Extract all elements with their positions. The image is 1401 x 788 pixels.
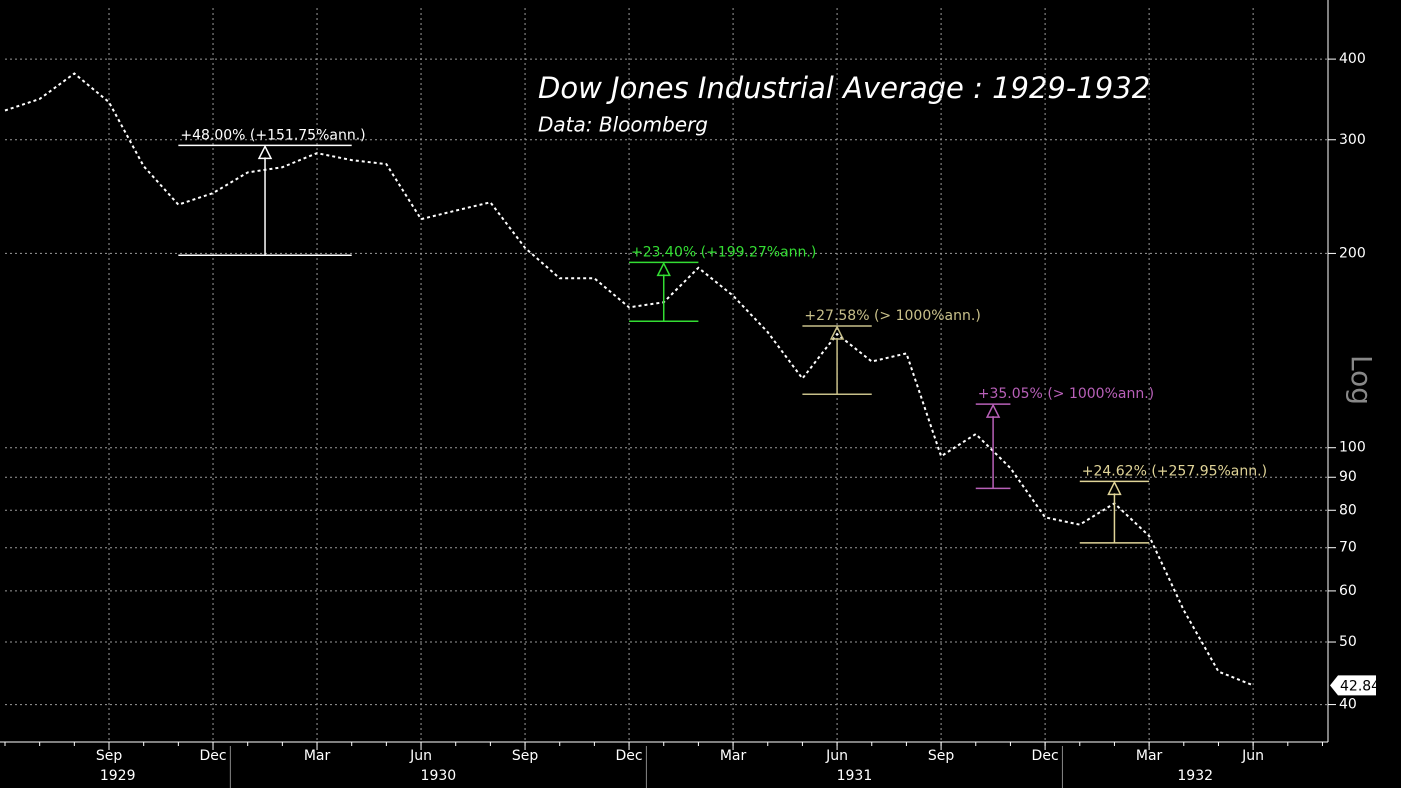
rally-arrowhead xyxy=(1107,480,1122,496)
x-tick-label: Sep xyxy=(928,748,955,764)
rally-label: +27.58% (> 1000%ann.) xyxy=(804,308,980,324)
y-tick-label: 200 xyxy=(1339,245,1366,261)
x-tick-label: Mar xyxy=(1136,748,1163,764)
x-tick-label: Mar xyxy=(720,748,747,764)
y-axis-label: Log xyxy=(1345,355,1378,405)
y-tick-label: 50 xyxy=(1339,634,1357,650)
y-tick-label: 70 xyxy=(1339,540,1357,556)
rally-label: +24.62% (+257.95%ann.) xyxy=(1082,463,1267,479)
y-tick-label: 400 xyxy=(1339,51,1366,67)
rally-label: +23.40% (+199.27%ann.) xyxy=(631,244,816,260)
chart-title: Dow Jones Industrial Average : 1929-1932 xyxy=(538,71,1150,105)
year-label: 1932 xyxy=(1177,768,1213,784)
y-tick-label: 40 xyxy=(1339,697,1357,713)
last-value-label: 42.84 xyxy=(1340,678,1380,694)
rally-arrowhead xyxy=(985,403,1001,418)
x-tick-label: Dec xyxy=(616,748,643,764)
year-label: 1929 xyxy=(100,768,136,784)
year-label: 1931 xyxy=(837,768,873,784)
chart-subtitle: Data: Bloomberg xyxy=(538,113,708,137)
y-tick-label: 300 xyxy=(1339,132,1366,148)
y-tick-label: 80 xyxy=(1339,502,1357,518)
last-value-box xyxy=(1330,675,1376,696)
x-tick-label: Dec xyxy=(1032,748,1059,764)
rally-label: +35.05% (> 1000%ann.) xyxy=(978,386,1154,402)
y-tick-label: 100 xyxy=(1339,440,1366,456)
y-tick-label: 90 xyxy=(1339,469,1357,485)
x-tick-label: Dec xyxy=(199,748,226,764)
rally-label: +48.00% (+151.75%ann.) xyxy=(180,127,365,143)
x-tick-label: Jun xyxy=(1241,748,1264,764)
x-tick-label: Sep xyxy=(512,748,539,764)
year-label: 1930 xyxy=(421,768,457,784)
price-line xyxy=(4,72,1254,687)
x-tick-label: Mar xyxy=(304,748,331,764)
rally-arrowhead xyxy=(656,261,671,277)
rally-arrowhead xyxy=(829,325,845,340)
rally-arrowhead xyxy=(257,144,273,160)
x-tick-label: Jun xyxy=(825,748,848,764)
x-tick-label: Jun xyxy=(409,748,432,764)
x-tick-label: Sep xyxy=(96,748,123,764)
y-tick-label: 60 xyxy=(1339,583,1357,599)
